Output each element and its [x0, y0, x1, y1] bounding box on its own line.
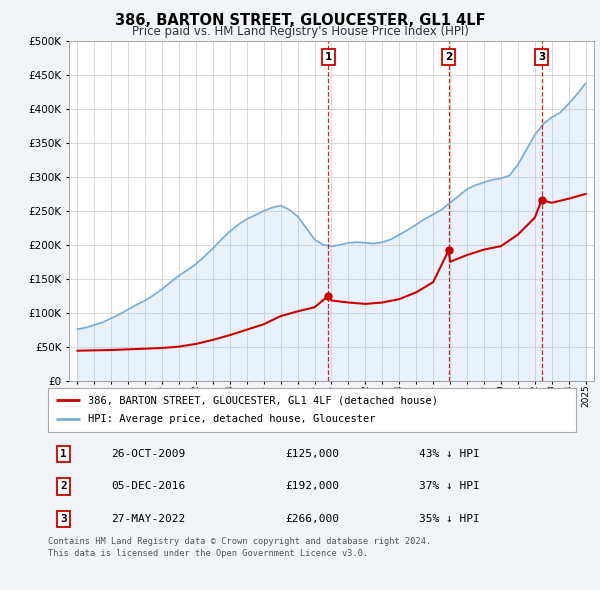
Text: Price paid vs. HM Land Registry's House Price Index (HPI): Price paid vs. HM Land Registry's House …: [131, 25, 469, 38]
Text: 35% ↓ HPI: 35% ↓ HPI: [419, 514, 479, 524]
Text: 43% ↓ HPI: 43% ↓ HPI: [419, 449, 479, 459]
Text: 386, BARTON STREET, GLOUCESTER, GL1 4LF (detached house): 386, BARTON STREET, GLOUCESTER, GL1 4LF …: [88, 395, 437, 405]
Text: 2: 2: [445, 52, 452, 62]
Text: £266,000: £266,000: [285, 514, 339, 524]
Text: 37% ↓ HPI: 37% ↓ HPI: [419, 481, 479, 491]
Text: 27-MAY-2022: 27-MAY-2022: [111, 514, 185, 524]
Text: This data is licensed under the Open Government Licence v3.0.: This data is licensed under the Open Gov…: [48, 549, 368, 558]
Text: 26-OCT-2009: 26-OCT-2009: [111, 449, 185, 459]
Text: 2: 2: [61, 481, 67, 491]
Text: £192,000: £192,000: [285, 481, 339, 491]
Text: Contains HM Land Registry data © Crown copyright and database right 2024.: Contains HM Land Registry data © Crown c…: [48, 537, 431, 546]
Text: 386, BARTON STREET, GLOUCESTER, GL1 4LF: 386, BARTON STREET, GLOUCESTER, GL1 4LF: [115, 13, 485, 28]
Text: HPI: Average price, detached house, Gloucester: HPI: Average price, detached house, Glou…: [88, 415, 375, 424]
Text: 1: 1: [61, 449, 67, 459]
Text: £125,000: £125,000: [285, 449, 339, 459]
Text: 3: 3: [538, 52, 545, 62]
Text: 3: 3: [61, 514, 67, 524]
Text: 05-DEC-2016: 05-DEC-2016: [111, 481, 185, 491]
Text: 1: 1: [325, 52, 332, 62]
